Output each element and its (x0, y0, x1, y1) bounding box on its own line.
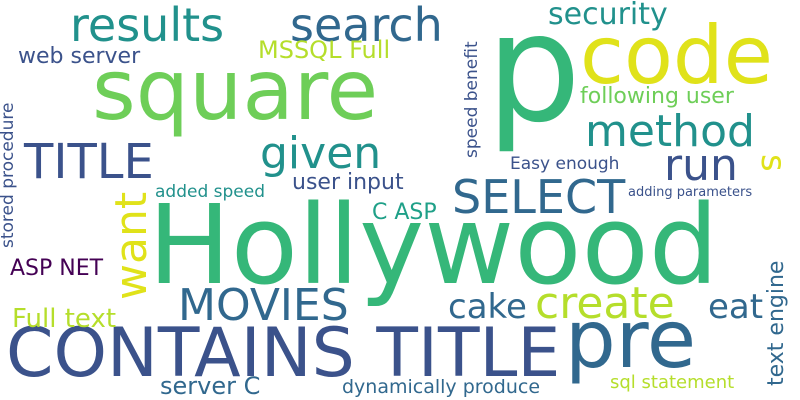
word-security: security (548, 0, 668, 32)
word-stored-procedure: stored procedure (0, 102, 18, 248)
word-easy-enough: Easy enough (510, 154, 620, 174)
word-web-server: web server (18, 44, 141, 69)
word-title: TITLE (24, 134, 154, 190)
word-contains-title: CONTAINS TITLE (6, 314, 561, 393)
word-added-speed: added speed (155, 182, 266, 202)
word-full-text: Full text (12, 304, 117, 334)
word-speed-benefit: speed benefit (462, 41, 482, 158)
word-mssql-full: MSSQL Full (258, 36, 391, 64)
word-results: results (70, 0, 225, 52)
word-create: create (535, 278, 675, 329)
word-c-asp: C ASP (372, 200, 437, 225)
word-code: code (580, 9, 773, 102)
word-sql-statement: sql statement (610, 372, 735, 393)
word-pre: pre (565, 293, 697, 386)
word-adding-parameters: adding parameters (628, 185, 753, 200)
word-text-engine: text engine (764, 260, 789, 386)
word-eat: eat (708, 287, 764, 327)
word-select: SELECT (452, 170, 626, 224)
word-server-c: server C (160, 372, 261, 400)
word-movies: MOVIES (178, 280, 349, 331)
word-dynamically-produce: dynamically produce (342, 376, 541, 398)
word-asp-net: ASP NET (10, 256, 104, 281)
word-p: p (486, 0, 582, 156)
word-want: want (106, 191, 157, 300)
word-square: square (92, 41, 379, 139)
word-search: search (290, 0, 443, 52)
word-following-user: following user (580, 84, 734, 109)
word-method: method (585, 106, 755, 157)
word-user-input: user input (292, 170, 404, 195)
word-s: s (753, 154, 793, 172)
word-given: given (260, 128, 382, 179)
word-cake: cake (448, 287, 527, 327)
word-run: run (664, 140, 738, 191)
word-hollywood: Hollywood (148, 181, 719, 309)
